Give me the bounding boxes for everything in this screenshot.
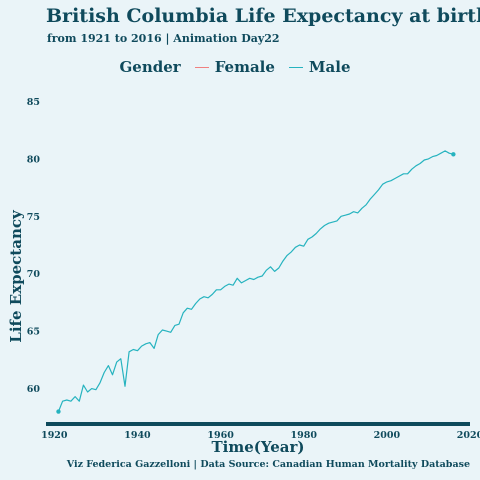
series-end-point <box>451 152 456 157</box>
legend-swatch-female <box>194 66 209 68</box>
y-tick-label: 60 <box>27 384 41 395</box>
legend-title: Gender <box>119 58 181 76</box>
x-tick-label: 2000 <box>374 430 401 441</box>
y-tick-label: 85 <box>27 97 40 108</box>
legend: Gender Female Male <box>0 58 480 76</box>
y-axis-ticks: 60 65 70 75 80 85 <box>27 97 41 395</box>
y-tick-label: 70 <box>27 269 41 280</box>
x-axis-label: Time(Year) <box>211 438 304 456</box>
legend-swatch-male <box>288 66 303 68</box>
y-tick-label: 75 <box>27 212 40 223</box>
legend-item-female: Female <box>191 58 275 76</box>
series-start-point <box>56 409 61 414</box>
x-tick-label: 1980 <box>290 430 317 441</box>
x-tick-label: 1920 <box>41 430 68 441</box>
x-tick-label: 2020 <box>457 430 480 441</box>
chart-subtitle: from 1921 to 2016 | Animation Day22 <box>47 32 280 45</box>
legend-label-female: Female <box>214 58 275 76</box>
series-group <box>56 150 456 414</box>
chart-caption: Viz Federica Gazzelloni | Data Source: C… <box>66 459 470 470</box>
x-axis-ticks: 1920 1940 1960 1980 2000 2020 <box>41 430 480 441</box>
x-tick-label: 1940 <box>124 430 151 441</box>
y-axis-label: Life Expectancy <box>7 209 25 343</box>
y-tick-label: 80 <box>27 154 41 165</box>
y-tick-label: 65 <box>27 327 40 338</box>
series-line-male <box>57 150 454 412</box>
x-tick-label: 1960 <box>207 430 234 441</box>
legend-item-male: Male <box>285 58 351 76</box>
chart-title: British Columbia Life Expectancy at birt… <box>46 5 480 27</box>
legend-label-male: Male <box>308 58 351 76</box>
